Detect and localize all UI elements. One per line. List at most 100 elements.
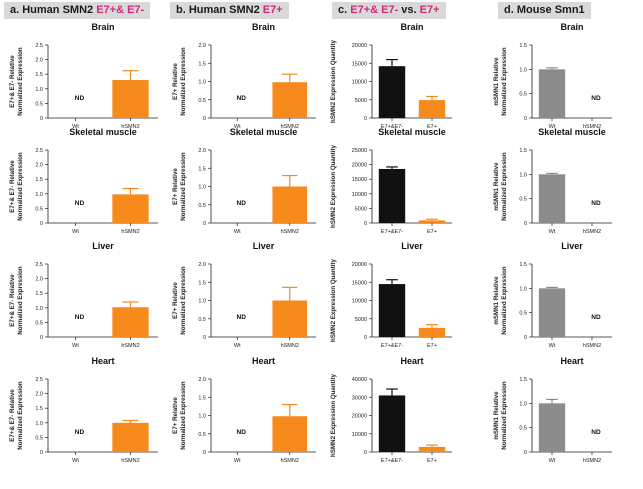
d-liver-ylabel-1: Normalized Expression bbox=[501, 266, 508, 335]
b-heart-ytick-label-0: 0 bbox=[203, 450, 206, 456]
b-heart-ytick-label-4: 2.0 bbox=[198, 377, 206, 383]
a-heart-ytick-label-4: 2.0 bbox=[35, 392, 43, 398]
a-liver-xtick-label-0: Wt bbox=[72, 343, 79, 349]
d-brain-ytick-label-3: 1.5 bbox=[519, 43, 527, 49]
b-muscle-ytick-label-4: 2.0 bbox=[198, 148, 206, 154]
d-brain-xtick-label-0: Wt bbox=[549, 124, 556, 130]
header-d: d. Mouse Smn1 bbox=[498, 2, 591, 19]
c-liver-xtick-label-1: E7+ bbox=[427, 343, 437, 349]
header-a-highlight: E7+& E7- bbox=[96, 4, 145, 16]
a-brain-ytick-label-4: 2.0 bbox=[35, 58, 43, 64]
d-heart-bar-0 bbox=[538, 403, 566, 452]
c-liver-ylabel-0: hSMN2 Expression Quantity bbox=[330, 259, 337, 342]
a-heart-ytick-label-5: 2.5 bbox=[35, 377, 43, 383]
c-liver-title: Liver bbox=[401, 241, 423, 251]
b-liver-ytick-label-0: 0 bbox=[203, 335, 206, 341]
c-liver-xtick-label-0: E7+&E7- bbox=[381, 343, 403, 349]
a-muscle-ytick-label-1: 0.5 bbox=[35, 206, 43, 212]
header-b: b. Human SMN2 E7+ bbox=[170, 2, 289, 19]
b-brain-bar-1 bbox=[272, 82, 308, 118]
a-muscle-nd-label: ND bbox=[75, 200, 85, 207]
header-c-highlight2: E7+ bbox=[419, 4, 440, 16]
a-brain-xtick-label-1: hSMN2 bbox=[121, 124, 139, 130]
c-brain-ytick-label-0: 0 bbox=[364, 116, 367, 122]
a-liver-ytick-label-5: 2.5 bbox=[35, 262, 43, 268]
c-brain-ytick-label-1: 5000 bbox=[355, 98, 367, 104]
b-brain-xtick-label-0: Wt bbox=[234, 124, 241, 130]
d-muscle-title: Skeletal muscle bbox=[538, 127, 606, 137]
c-heart-xtick-label-0: E7+&E7- bbox=[381, 458, 403, 464]
d-liver-nd-label: ND bbox=[591, 314, 601, 321]
c-liver-ytick-label-0: 0 bbox=[364, 335, 367, 341]
d-liver-ytick-label-2: 1.0 bbox=[519, 286, 527, 292]
a-liver-ytick-label-2: 1.0 bbox=[35, 306, 43, 312]
d-heart-ytick-label-0: 0 bbox=[524, 450, 527, 456]
d-heart-ytick-label-1: 0.5 bbox=[519, 426, 527, 432]
c-brain-title: Brain bbox=[400, 22, 423, 32]
b-muscle-ylabel-0: E7+ Relative bbox=[172, 168, 179, 205]
c-muscle-ylabel-0: hSMN2 Expression Quantity bbox=[330, 145, 337, 228]
a-brain-ylabel-0: E7+& E7- Relative bbox=[9, 55, 16, 108]
header-b-prefix: b. Human SMN2 bbox=[176, 4, 263, 16]
b-muscle-ytick-label-2: 1.0 bbox=[198, 185, 206, 191]
d-liver-bar-0 bbox=[538, 288, 566, 337]
a-heart-nd-label: ND bbox=[75, 429, 85, 436]
b-brain-ytick-label-3: 1.5 bbox=[198, 61, 206, 67]
b-liver-xtick-label-1: hSMN2 bbox=[281, 343, 299, 349]
a-heart-xtick-label-0: Wt bbox=[72, 458, 79, 464]
d-muscle-ylabel-1: Normalized Expression bbox=[501, 152, 508, 221]
d-heart-ylabel-1: Normalized Expression bbox=[501, 381, 508, 450]
c-brain-bar-0 bbox=[378, 66, 406, 118]
c-heart-bar-0 bbox=[378, 395, 406, 452]
c-muscle-xtick-label-1: E7+ bbox=[427, 229, 437, 235]
d-liver-ytick-label-1: 0.5 bbox=[519, 311, 527, 317]
c-muscle-bar-1 bbox=[418, 220, 446, 223]
a-muscle-ylabel-0: E7+& E7- Relative bbox=[9, 160, 16, 213]
c-muscle-ytick-label-4: 20000 bbox=[352, 163, 367, 169]
d-brain-ylabel-0: mSMN1 Relative bbox=[493, 57, 500, 106]
d-brain-ylabel-1: Normalized Expression bbox=[501, 47, 508, 116]
d-brain-bar-0 bbox=[538, 69, 566, 118]
a-liver-ytick-label-0: 0 bbox=[40, 335, 43, 341]
d-heart-ytick-label-2: 1.0 bbox=[519, 401, 527, 407]
c-heart-title: Heart bbox=[400, 356, 423, 366]
b-liver-ytick-label-4: 2.0 bbox=[198, 262, 206, 268]
d-heart-xtick-label-1: hSMN2 bbox=[583, 458, 601, 464]
header-d-prefix: d. Mouse Smn1 bbox=[504, 4, 585, 16]
b-liver-ytick-label-1: 0.5 bbox=[198, 317, 206, 323]
a-brain-ytick-label-3: 1.5 bbox=[35, 72, 43, 78]
a-heart-ylabel-0: E7+& E7- Relative bbox=[9, 389, 16, 442]
b-muscle-xtick-label-0: Wt bbox=[234, 229, 241, 235]
d-heart-title: Heart bbox=[560, 356, 583, 366]
a-brain-ytick-label-2: 1.0 bbox=[35, 87, 43, 93]
d-muscle-bar-0 bbox=[538, 174, 566, 223]
b-brain-title: Brain bbox=[252, 22, 275, 32]
d-heart-ytick-label-3: 1.5 bbox=[519, 377, 527, 383]
b-brain-ytick-label-1: 0.5 bbox=[198, 98, 206, 104]
a-brain-bar-1 bbox=[112, 80, 149, 118]
c-heart-ytick-label-3: 30000 bbox=[352, 395, 367, 401]
b-brain-ytick-label-4: 2.0 bbox=[198, 43, 206, 49]
c-brain-ytick-label-3: 15000 bbox=[352, 61, 367, 67]
d-muscle-ytick-label-1: 0.5 bbox=[519, 197, 527, 203]
a-heart-ytick-label-2: 1.0 bbox=[35, 421, 43, 427]
c-brain-ytick-label-2: 10000 bbox=[352, 80, 367, 86]
b-brain-ytick-label-0: 0 bbox=[203, 116, 206, 122]
c-brain-ytick-label-4: 20000 bbox=[352, 43, 367, 49]
c-muscle-xtick-label-0: E7+&E7- bbox=[381, 229, 403, 235]
a-heart-ytick-label-1: 0.5 bbox=[35, 435, 43, 441]
c-heart-ytick-label-4: 40000 bbox=[352, 377, 367, 383]
d-liver-ytick-label-0: 0 bbox=[524, 335, 527, 341]
b-brain-ytick-label-2: 1.0 bbox=[198, 80, 206, 86]
c-muscle-ytick-label-0: 0 bbox=[364, 221, 367, 227]
a-muscle-title: Skeletal muscle bbox=[69, 127, 137, 137]
c-muscle-ytick-label-2: 10000 bbox=[352, 192, 367, 198]
header-c-highlight: E7+& E7- bbox=[350, 4, 399, 16]
c-muscle-ytick-label-5: 25000 bbox=[352, 148, 367, 154]
d-brain-xtick-label-1: hSMN2 bbox=[583, 124, 601, 130]
b-heart-ytick-label-1: 0.5 bbox=[198, 432, 206, 438]
header-c: c. E7+& E7- vs. E7+ bbox=[332, 2, 446, 19]
b-heart-ytick-label-3: 1.5 bbox=[198, 395, 206, 401]
b-liver-xtick-label-0: Wt bbox=[234, 343, 241, 349]
